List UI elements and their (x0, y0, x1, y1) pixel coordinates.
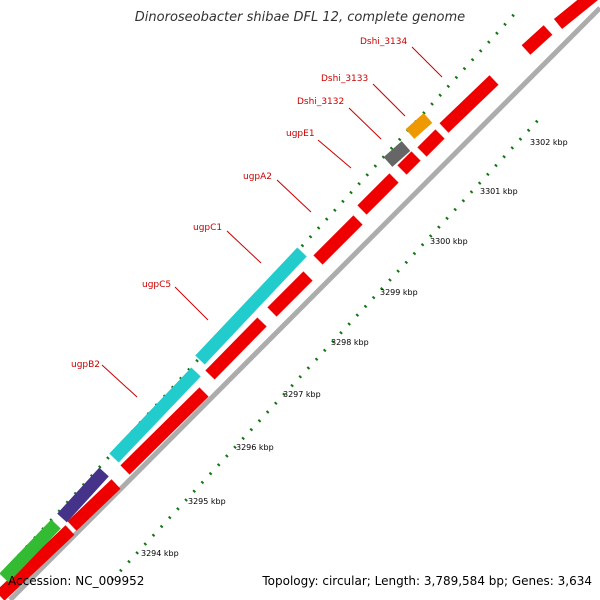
inner-tick-ring (110, 116, 542, 582)
gene-label: Dshi_3134 (360, 37, 408, 47)
kbp-label: 3300 kbp (430, 237, 468, 246)
gene-feature[interactable] (67, 479, 121, 531)
gene-label: ugpE1 (286, 129, 315, 139)
gene-feature-dshi-3132[interactable] (383, 141, 411, 167)
accession-label: Accession: NC_009952 (8, 574, 145, 588)
gene-feature[interactable] (417, 129, 445, 157)
gene-feature-ugpB2[interactable] (109, 367, 201, 463)
kbp-label-group: 3302 kbp 3301 kbp 3300 kbp 3299 kbp 3298… (141, 138, 568, 558)
label-leaders (101, 46, 443, 398)
kbp-label: 3299 kbp (380, 288, 418, 297)
gene-feature-green[interactable] (0, 519, 61, 583)
kbp-label: 3302 kbp (530, 138, 568, 147)
gene-label-group: Dshi_3134 Dshi_3133 Dshi_3132 ugpE1 ugpA… (71, 37, 408, 370)
gene-label: Dshi_3133 (321, 74, 368, 84)
kbp-label: 3294 kbp (141, 549, 179, 558)
gene-label: ugpC1 (193, 223, 222, 233)
gene-feature[interactable] (313, 215, 363, 265)
kbp-label: 3298 kbp (331, 338, 369, 347)
gene-label: Dshi_3132 (297, 97, 344, 107)
gene-feature[interactable] (521, 25, 553, 55)
kbp-label: 3301 kbp (480, 187, 518, 196)
gene-feature-dshi-3133[interactable] (405, 113, 433, 139)
gene-feature[interactable] (553, 0, 600, 30)
kbp-label: 3296 kbp (236, 443, 274, 452)
genome-summary: Topology: circular; Length: 3,789,584 bp… (262, 574, 592, 588)
gene-feature[interactable] (357, 173, 399, 215)
kbp-label: 3297 kbp (283, 390, 321, 399)
map-title: Dinoroseobacter shibae DFL 12, complete … (134, 10, 466, 25)
gene-feature[interactable] (439, 75, 499, 133)
gene-label: ugpC5 (142, 280, 171, 290)
gene-label: ugpA2 (243, 172, 272, 182)
gene-label: ugpB2 (71, 360, 100, 370)
gene-feature[interactable] (0, 525, 75, 600)
gene-feature[interactable] (267, 271, 313, 317)
gene-feature-ugpC5[interactable] (195, 247, 307, 365)
gene-feature[interactable] (205, 317, 267, 380)
kbp-label: 3295 kbp (188, 497, 226, 506)
backbone-line (8, 6, 600, 600)
gene-feature-navy[interactable] (57, 467, 109, 523)
gene-feature[interactable] (397, 151, 421, 175)
gene-feature[interactable] (120, 387, 209, 475)
colored-genes (0, 113, 433, 583)
